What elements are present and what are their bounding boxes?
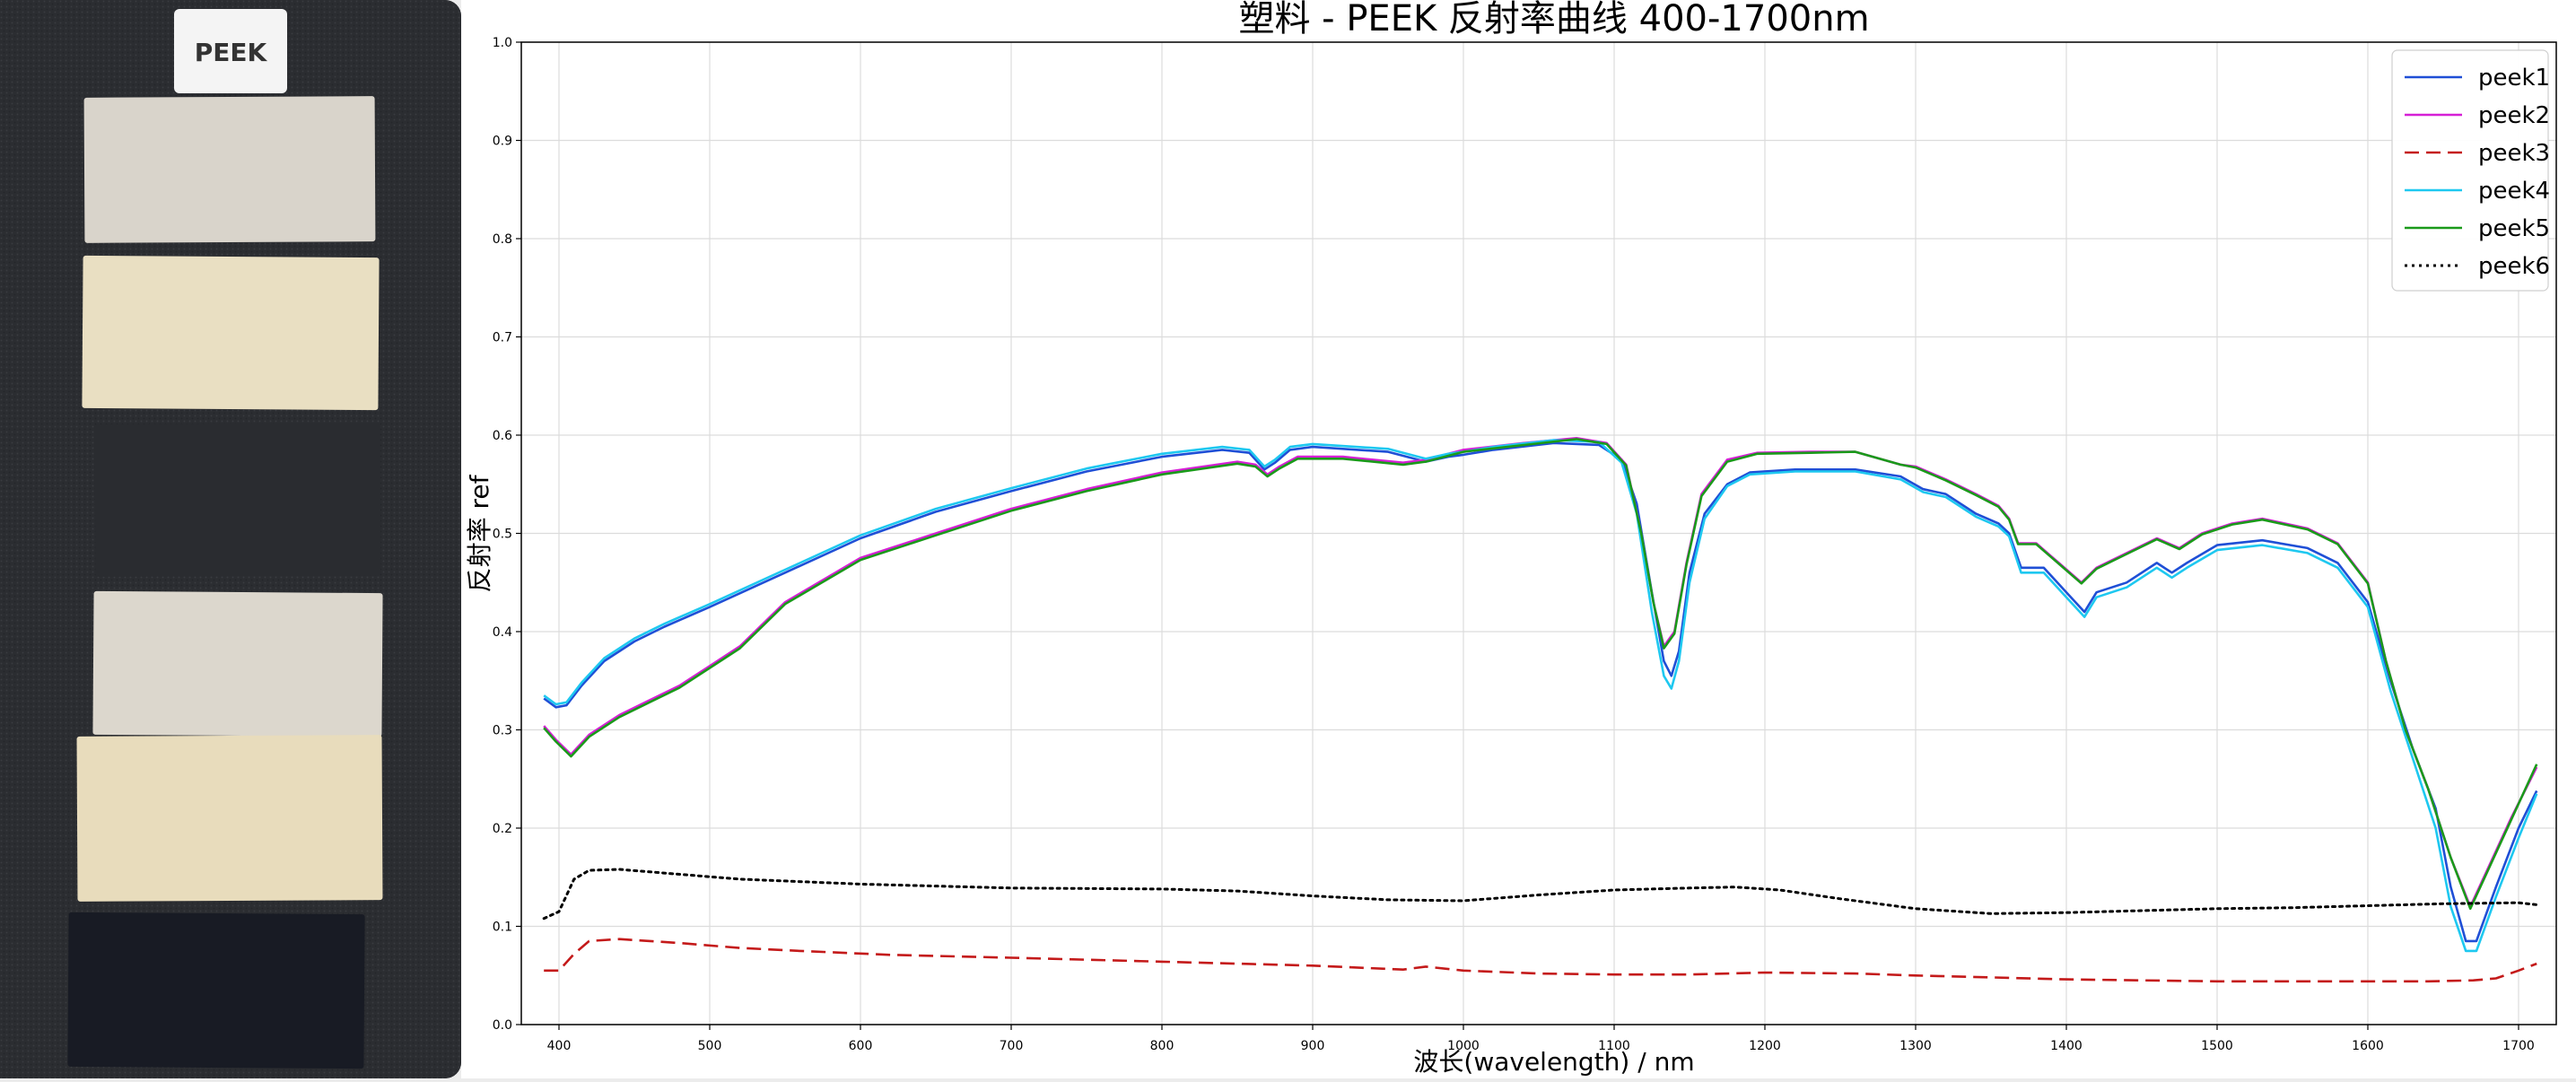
x-tick-label: 600 [849,1039,873,1053]
x-axis-label: 波长(wavelength) / nm [1413,1047,1694,1077]
y-tick-label: 0.7 [493,331,512,345]
legend-label-peek6: peek6 [2478,253,2550,280]
x-tick-label: 1500 [2201,1039,2233,1053]
x-tick-label: 700 [1000,1039,1024,1053]
legend-box [2391,49,2549,292]
legend: peek1 peek2 peek3 peek4 peek5 peek6 [2391,49,2550,292]
sample-strip-peek4 [92,590,383,737]
y-tick-label: 0.4 [493,625,512,640]
sample-strips [67,96,383,1069]
series-line-peek6 [542,868,2538,921]
peek-label-card: PEEK [174,9,287,93]
legend-label-peek1: peek1 [2478,65,2550,92]
chart-title: 塑料 - PEEK 反射率曲线 400-1700nm [1238,0,1869,39]
series-line-peek5 [543,438,2538,911]
y-tick-label: 0.0 [493,1018,512,1033]
legend-label-peek4: peek4 [2478,178,2550,205]
sample-strip-peek3 [94,423,381,577]
x-tick-label: 1000 [1447,1039,1480,1053]
y-axis-label: 反射率 ref [465,474,494,592]
tick-labels: 400 500 600 700 800 900 1000 1100 1200 1300 1400 15… [493,36,2535,1053]
x-tick-label: 800 [1150,1039,1174,1053]
series-line-peek2 [543,437,2538,908]
y-tick-label: 0.2 [493,822,512,836]
sample-photo-drawing: PEEK [0,0,461,1078]
legend-label-peek5: peek5 [2478,215,2550,242]
x-tick-label: 1400 [2050,1039,2083,1053]
grid [521,41,2556,1025]
sample-strip-peek1 [83,96,376,243]
series-line-peek4 [543,439,2538,953]
x-tick-label: 1700 [2502,1039,2535,1053]
y-tick-label: 1.0 [493,36,512,50]
x-tick-label: 1100 [1598,1039,1630,1053]
x-tick-label: 400 [547,1039,572,1053]
y-tick-label: 0.5 [493,528,512,542]
sample-strip-peek5 [76,735,383,902]
y-tick-label: 0.1 [493,921,512,935]
y-tick-label: 0.3 [493,724,512,738]
series-line-peek1 [543,441,2538,943]
x-tick-label: 1300 [1899,1039,1932,1053]
legend-label-peek2: peek2 [2478,102,2550,129]
x-tick-label: 1200 [1749,1039,1781,1053]
sample-photo: PEEK [0,0,461,1078]
reflectance-chart: 400 500 600 700 800 900 1000 1100 1200 1300 1400 15… [461,0,2576,1078]
x-tick-label: 1600 [2352,1039,2384,1053]
sample-strip-peek2 [82,255,380,411]
x-tick-label: 900 [1301,1039,1325,1053]
y-tick-label: 0.6 [493,429,512,443]
legend-label-peek3: peek3 [2478,140,2550,167]
chart-svg: 400 500 600 700 800 900 1000 1100 1200 1300 1400 15… [465,0,2557,1077]
sample-strip-peek6 [67,912,365,1069]
series-lines [542,437,2538,983]
y-tick-label: 0.9 [493,135,512,149]
x-tick-label: 500 [698,1039,722,1053]
series-line-peek3 [544,938,2537,983]
y-tick-label: 0.8 [493,232,512,247]
peek-label-text: PEEK [195,38,268,67]
